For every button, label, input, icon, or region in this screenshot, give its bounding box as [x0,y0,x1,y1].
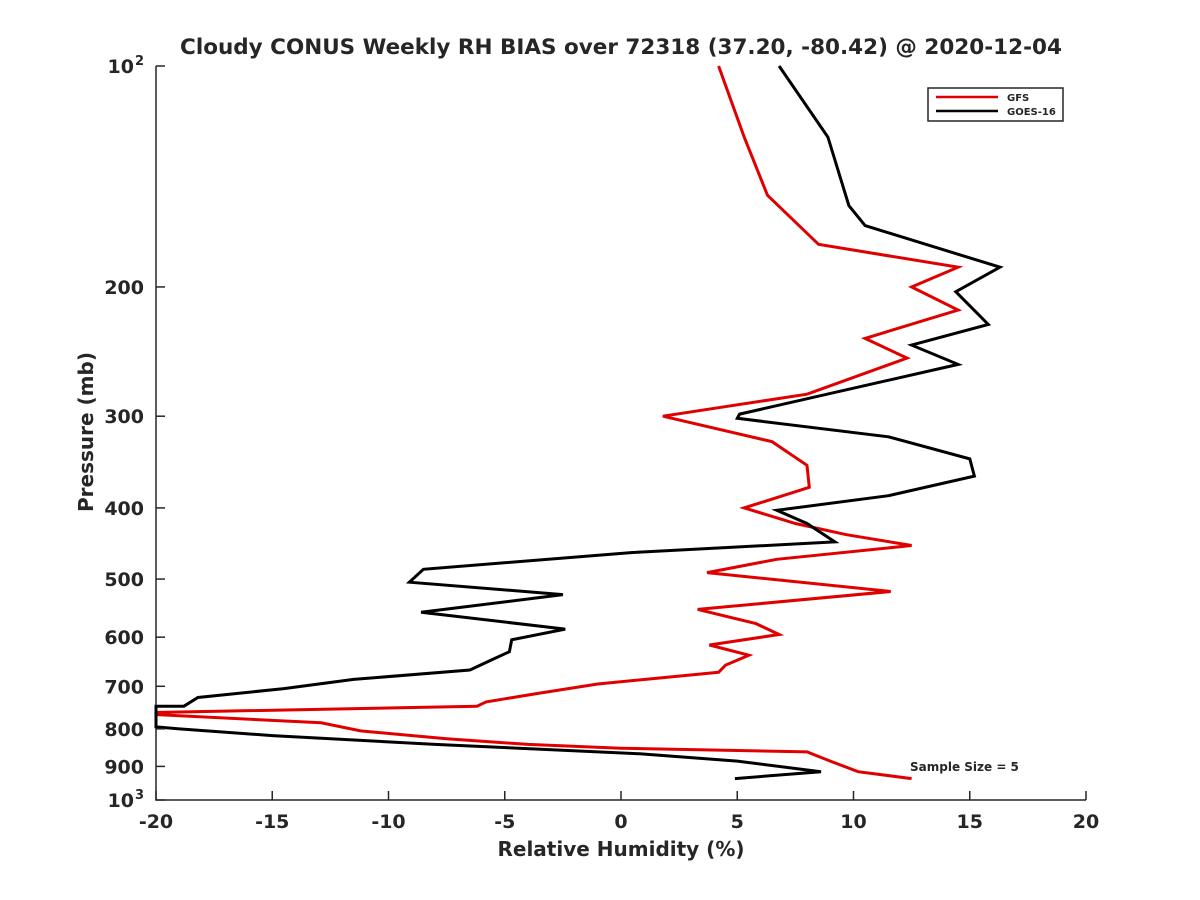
x-tick-label: 10 [840,811,866,833]
series-line-goes16 [154,65,1004,781]
legend: GFS GOES-16 [927,87,1064,122]
y-tick-exponent: 3 [135,788,144,803]
legend-label-gfs: GFS [1007,93,1029,104]
x-tick-label: -15 [255,811,289,833]
y-tick-label: 10 [108,56,134,78]
x-axis-label: Relative Humidity (%) [497,837,744,861]
x-tick-label: 5 [731,811,744,833]
y-tick-label: 900 [104,756,144,778]
y-tick-label: 300 [104,406,144,428]
y-tick-exponent: 2 [135,54,144,69]
x-tick-label: -20 [139,811,173,833]
x-tick-label: 20 [1073,811,1099,833]
y-tick-label: 200 [104,277,144,299]
series-line-gfs [154,65,964,781]
x-tick-label: 15 [957,811,983,833]
x-tick-label: -10 [371,811,405,833]
y-tick-label: 500 [104,569,144,591]
legend-box [927,87,1064,122]
y-axis-label: Pressure (mb) [74,352,98,512]
sample-size-annotation: Sample Size = 5 [910,760,1019,774]
y-tick-label: 10 [108,790,134,812]
series-layer [154,65,1004,781]
y-tick-label: 600 [104,627,144,649]
y-tick-label: 800 [104,719,144,741]
axes-frame [155,66,1086,801]
x-tick-label: -5 [494,811,515,833]
y-tick-label: 400 [104,498,144,520]
y-tick-label: 700 [104,676,144,698]
chart-title: Cloudy CONUS Weekly RH BIAS over 72318 (… [180,35,1062,60]
legend-label-goes16: GOES-16 [1007,107,1056,118]
plot-area: -20 -15 -10 -5 0 5 10 15 20 10 220030040050060070… [104,54,1099,833]
x-ticks: -20 -15 -10 -5 0 5 10 15 20 [139,791,1099,833]
x-tick-label: 0 [614,811,627,833]
